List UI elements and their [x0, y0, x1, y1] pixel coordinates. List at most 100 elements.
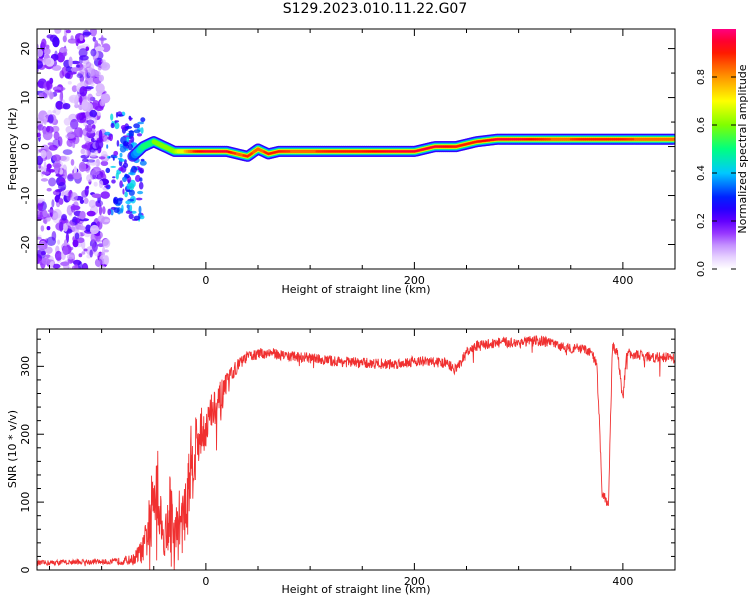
transition-blob	[122, 162, 129, 168]
x-tick-label: 200	[404, 274, 425, 287]
colorbar-tick-label: 0.4	[696, 165, 707, 181]
noise-blob	[43, 47, 51, 55]
snr-axes: 0 200 400 0 100 200 300	[19, 329, 676, 588]
noise-blob	[40, 149, 47, 159]
transition-blob	[119, 152, 123, 158]
noise-blob	[76, 73, 84, 79]
spectrogram-xlabel: Height of straight line (km)	[281, 283, 430, 296]
noise-blob	[72, 239, 79, 248]
colorbar-label: Normalized spectral amplitude	[736, 64, 749, 233]
noise-blob	[37, 48, 44, 57]
transition-blob	[110, 209, 114, 216]
noise-blob	[79, 86, 88, 97]
noise-blob	[74, 232, 80, 240]
noise-blob	[84, 149, 89, 157]
noise-blob	[47, 142, 54, 146]
noise-blob	[58, 198, 64, 205]
noise-blob	[46, 163, 52, 170]
transition-blob	[137, 121, 145, 125]
noise-blob	[78, 253, 83, 258]
transition-blob	[130, 135, 135, 143]
noise-blob	[57, 239, 61, 245]
noise-blob	[94, 251, 100, 257]
noise-blob	[46, 34, 54, 39]
noise-blob	[52, 162, 62, 168]
transition-blob	[119, 145, 127, 153]
noise-blob	[98, 129, 103, 141]
noise-blob	[70, 205, 81, 211]
noise-blob	[67, 173, 75, 180]
noise-blob	[91, 241, 98, 252]
noise-blob	[42, 130, 53, 141]
spectrogram-panel: 0 200 400 -20 -10 0 10 20 Height of straight li…	[6, 28, 676, 296]
noise-blob	[45, 246, 53, 254]
noise-blob	[37, 242, 45, 251]
transition-blob	[118, 167, 124, 172]
noise-blob	[90, 137, 95, 143]
transition-blob	[122, 141, 129, 147]
noise-blob	[100, 191, 110, 199]
colorbar-ticks: 0.0 0.2 0.4 0.6 0.8	[696, 69, 736, 277]
transition-blob	[106, 144, 109, 149]
x-tick-label: 0	[202, 575, 209, 588]
noise-blob	[63, 117, 72, 126]
y-tick-label: 300	[19, 356, 32, 377]
noise-blob	[54, 250, 63, 261]
transition-blob	[128, 183, 135, 191]
noise-blob	[79, 199, 84, 205]
noise-blob	[68, 94, 79, 104]
noise-blob	[80, 66, 86, 75]
transition-blob	[140, 127, 144, 134]
transition-blob	[129, 204, 133, 212]
y-tick-label: 0	[19, 143, 32, 150]
noise-blob	[89, 152, 97, 158]
transition-blob	[110, 122, 115, 129]
noise-blob	[54, 29, 62, 34]
transition-blob	[128, 189, 135, 196]
transition-blob	[125, 200, 132, 205]
noise-blob	[66, 71, 77, 75]
transition-blob	[135, 174, 141, 183]
transition-blob	[139, 169, 144, 174]
noise-blob	[51, 199, 55, 208]
spectrogram-frame	[36, 28, 676, 270]
noise-blob	[79, 80, 86, 87]
noise-blob	[37, 60, 44, 69]
noise-blob	[66, 138, 74, 147]
noise-blob	[48, 144, 58, 151]
noise-blob	[42, 209, 48, 218]
noise-blob	[81, 144, 88, 149]
transition-blob	[108, 156, 111, 159]
noise-blob	[81, 251, 86, 255]
noise-blob	[89, 29, 97, 37]
noise-blob	[98, 156, 106, 160]
noise-blob	[51, 64, 62, 71]
transition-blob	[113, 196, 119, 205]
y-tick-label: -20	[19, 236, 32, 254]
noise-blob	[102, 238, 111, 248]
y-tick-label: 200	[19, 424, 32, 445]
noise-blob	[88, 199, 97, 208]
transition-blob	[133, 129, 141, 134]
noise-blob	[59, 92, 63, 102]
transition-blob	[113, 207, 120, 214]
transition-blob	[139, 160, 147, 166]
noise-blob	[86, 174, 93, 182]
noise-blob	[82, 127, 92, 137]
transition-blob	[135, 197, 143, 201]
y-tick-label: 0	[19, 567, 32, 574]
colorbar: 0.0 0.2 0.4 0.6 0.8 Normalized spectral ampl…	[696, 29, 749, 277]
ridge-segment	[248, 152, 253, 156]
noise-blob	[97, 64, 102, 71]
noise-blob	[91, 193, 102, 199]
spectrogram-ylabel: Frequency (Hz)	[6, 108, 19, 191]
noise-blob	[63, 260, 70, 269]
noise-blob	[79, 95, 83, 106]
transition-blob	[126, 136, 130, 143]
noise-blob	[67, 81, 72, 85]
noise-blob	[83, 197, 89, 204]
transition-blob	[115, 111, 119, 118]
noise-blob	[90, 82, 95, 87]
noise-blob	[81, 262, 89, 269]
